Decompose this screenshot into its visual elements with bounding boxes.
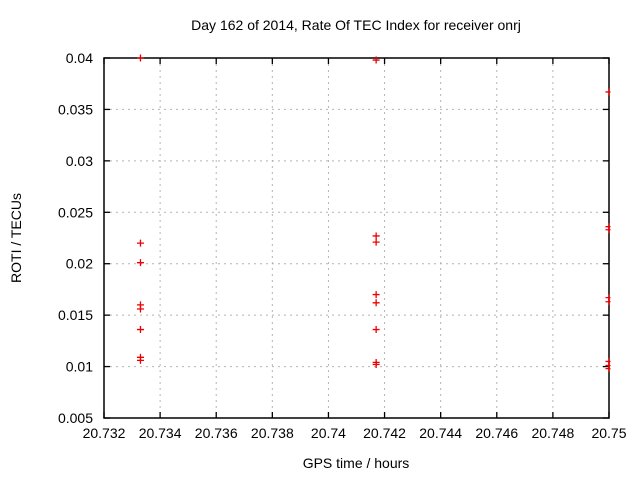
x-tick-label: 20.744 — [419, 425, 462, 441]
x-tick-label: 20.738 — [251, 425, 294, 441]
y-tick-label: 0.02 — [66, 256, 93, 272]
y-axis-label: ROTI / TECUs — [8, 193, 24, 283]
data-point-marker — [136, 259, 144, 267]
data-point-marker — [372, 361, 380, 369]
plot-border — [103, 57, 610, 419]
data-point-marker — [136, 54, 144, 62]
chart-title: Day 162 of 2014, Rate Of TEC Index for r… — [191, 17, 521, 33]
axis-ticks — [103, 57, 610, 419]
x-tick-label: 20.74 — [311, 425, 346, 441]
y-tick-label: 0.04 — [66, 50, 93, 66]
x-tick-label: 20.742 — [363, 425, 406, 441]
y-tick-label: 0.025 — [58, 204, 93, 220]
gridlines — [104, 58, 609, 418]
data-points — [136, 54, 611, 373]
x-tick-label: 20.732 — [83, 425, 126, 441]
x-tick-label: 20.734 — [139, 425, 182, 441]
data-point-marker — [372, 232, 380, 240]
data-point-marker — [605, 88, 611, 96]
data-point-marker — [605, 226, 611, 234]
plot-frame — [103, 57, 610, 419]
y-tick-label: 0.01 — [66, 359, 93, 375]
x-tick-labels: 20.732 20.734 20.736 20.738 20.74 20.742 20.74… — [83, 425, 627, 441]
x-tick-label: 20.746 — [475, 425, 518, 441]
data-point-marker — [605, 365, 611, 373]
x-tick-label: 20.75 — [591, 425, 626, 441]
x-tick-label: 20.736 — [195, 425, 238, 441]
y-tick-labels: 0.005 0.01 0.015 0.02 0.025 0.03 0.035 0.04 — [58, 50, 93, 426]
y-tick-label: 0.005 — [58, 410, 93, 426]
data-point-marker — [136, 239, 144, 247]
x-tick-label: 20.748 — [531, 425, 574, 441]
data-point-marker — [136, 356, 144, 364]
data-point-marker — [136, 326, 144, 334]
y-tick-label: 0.035 — [58, 101, 93, 117]
y-tick-label: 0.015 — [58, 307, 93, 323]
data-point-marker — [605, 298, 611, 306]
data-point-marker — [372, 56, 380, 64]
data-point-marker — [372, 238, 380, 246]
y-tick-label: 0.03 — [66, 153, 93, 169]
x-axis-label: GPS time / hours — [303, 455, 410, 471]
data-point-marker — [372, 291, 380, 299]
data-point-marker — [136, 305, 144, 313]
data-point-marker — [372, 299, 380, 307]
data-point-marker — [372, 326, 380, 334]
